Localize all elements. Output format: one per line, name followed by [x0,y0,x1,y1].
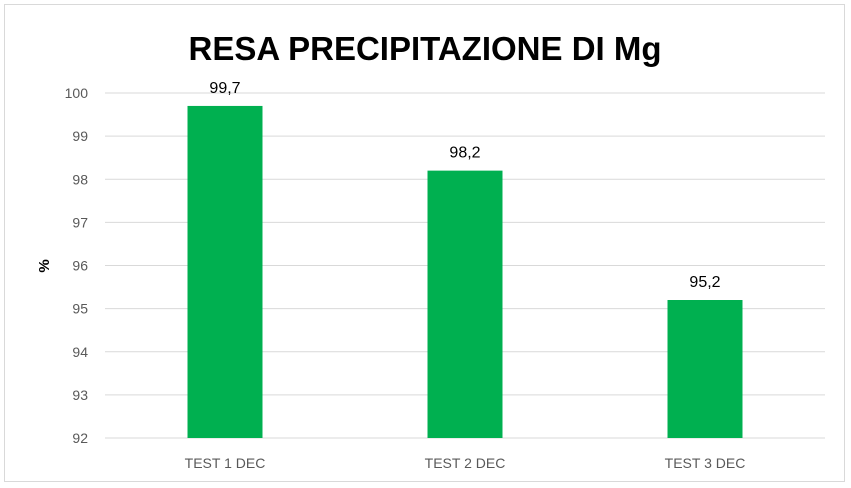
y-tick-label: 99 [72,128,88,144]
labels: 92 93 94 95 96 97 98 99 100 99,7 TEST 1 DEC 98,2 TES… [65,80,746,471]
y-tick-label: 97 [72,214,88,230]
data-label: 98,2 [449,145,480,162]
y-tick-label: 93 [72,387,88,403]
data-label: 95,2 [689,274,720,291]
bar [187,105,263,438]
y-tick-label: 98 [72,171,88,187]
x-category-label: TEST 3 DEC [665,455,746,471]
y-tick-label: 94 [72,344,88,360]
y-tick-label: 95 [72,301,88,317]
x-category-label: TEST 1 DEC [185,455,266,471]
y-axis-label: % [36,259,53,272]
y-tick-label: 92 [72,430,88,446]
bar [427,170,503,438]
data-label: 99,7 [209,80,240,97]
y-tick-label: 96 [72,258,88,274]
chart-title: RESA PRECIPITAZIONE DI Mg [188,30,661,67]
bars [187,105,743,438]
y-tick-label: 100 [65,85,89,101]
bar [667,300,743,438]
x-category-label: TEST 2 DEC [425,455,506,471]
